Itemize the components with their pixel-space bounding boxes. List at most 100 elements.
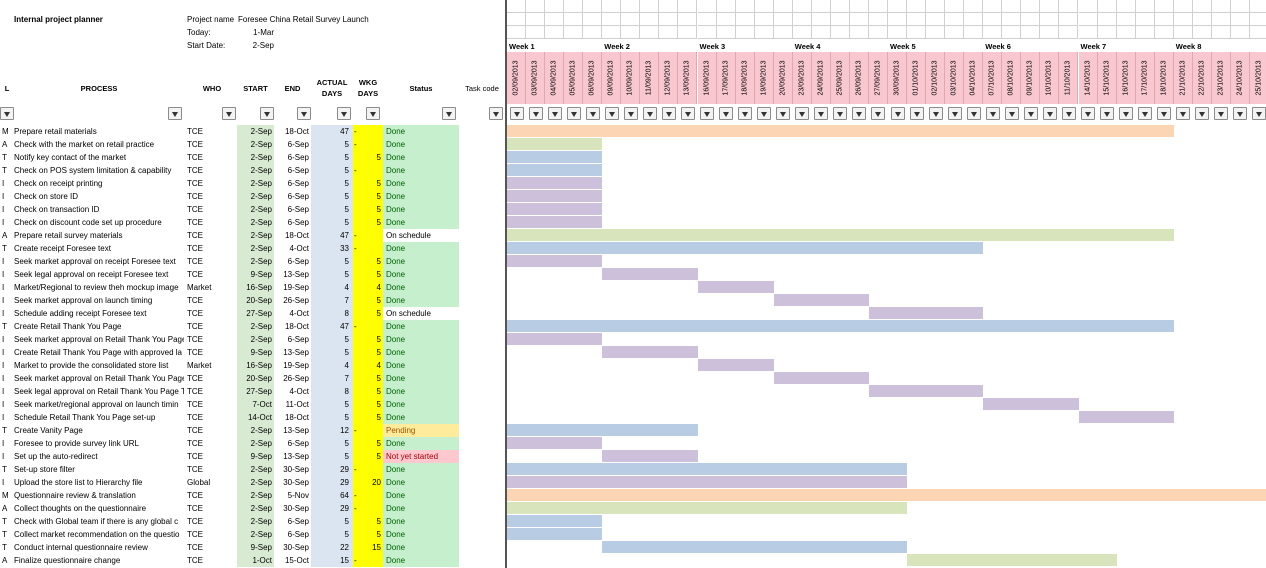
row-status[interactable]: Done <box>383 463 459 476</box>
table-row[interactable]: I Seek market approval on receipt Foresee… <box>0 255 504 268</box>
row-who[interactable]: TCE <box>187 153 203 162</box>
filter-dropdown-date[interactable] <box>547 107 562 120</box>
date-header[interactable]: 25/09/2013 <box>830 52 850 104</box>
grid-cell[interactable] <box>621 13 641 26</box>
grid-cell[interactable] <box>1021 0 1041 13</box>
date-header[interactable]: 09/10/2013 <box>1021 52 1041 104</box>
grid-cell[interactable] <box>583 13 603 26</box>
col-header-process[interactable]: PROCESS <box>80 83 118 93</box>
start-date-value[interactable]: 2-Sep <box>252 41 274 50</box>
gantt-bar[interactable] <box>507 177 603 189</box>
row-level-code[interactable]: I <box>2 387 5 396</box>
grid-cell[interactable] <box>888 13 908 26</box>
table-row[interactable]: I Seek legal approval on Retail Thank You… <box>0 385 504 398</box>
row-end-date[interactable]: 11-Oct <box>285 400 309 409</box>
date-header[interactable]: 04/09/2013 <box>545 52 565 104</box>
grid-cell[interactable] <box>735 26 755 39</box>
table-row[interactable]: T Create Retail Thank You Page TCE 2-Sep 18-… <box>0 320 504 333</box>
row-who[interactable]: TCE <box>187 127 203 136</box>
row-process[interactable]: Seek market approval on Retail Thank You… <box>14 335 184 344</box>
row-end-date[interactable]: 6-Sep <box>287 257 309 266</box>
row-who[interactable]: TCE <box>187 556 203 565</box>
filter-dropdown-date[interactable] <box>928 107 943 120</box>
row-working-days[interactable]: 5 <box>353 333 383 346</box>
row-end-date[interactable]: 6-Sep <box>287 218 309 227</box>
grid-cell[interactable] <box>1097 0 1117 13</box>
filter-dropdown-date[interactable] <box>1023 107 1038 120</box>
row-level-code[interactable]: I <box>2 439 5 448</box>
grid-cell[interactable] <box>526 13 546 26</box>
row-who[interactable]: TCE <box>187 192 203 201</box>
gantt-bar[interactable] <box>507 164 603 176</box>
table-row[interactable]: I Schedule Retail Thank You Page set-up TC… <box>0 411 504 424</box>
grid-cell[interactable] <box>983 13 1003 26</box>
row-actual-days[interactable]: 5 <box>311 515 353 528</box>
row-process[interactable]: Check on POS system limitation & capabil… <box>14 166 172 175</box>
date-header[interactable]: 03/09/2013 <box>526 52 546 104</box>
row-process[interactable]: Market to provide the consolidated store… <box>14 361 169 370</box>
row-end-date[interactable]: 30-Sep <box>283 543 309 552</box>
gantt-bar[interactable] <box>507 489 1266 501</box>
row-status[interactable]: Pending <box>383 424 459 437</box>
row-end-date[interactable]: 30-Sep <box>283 478 309 487</box>
row-level-code[interactable]: I <box>2 179 5 188</box>
grid-cell[interactable] <box>1230 13 1250 26</box>
row-working-days[interactable]: - <box>353 138 383 151</box>
row-level-code[interactable]: I <box>2 296 5 305</box>
grid-cell[interactable] <box>1116 26 1136 39</box>
filter-dropdown-date[interactable] <box>1119 107 1134 120</box>
row-end-date[interactable]: 18-Oct <box>284 413 309 422</box>
row-who[interactable]: TCE <box>187 374 203 383</box>
row-working-days[interactable]: 5 <box>353 268 383 281</box>
grid-cell[interactable] <box>1192 26 1212 39</box>
today-value[interactable]: 1-Mar <box>253 28 274 37</box>
filter-dropdown-date[interactable] <box>680 107 695 120</box>
row-working-days[interactable]: 5 <box>353 151 383 164</box>
date-header[interactable]: 10/10/2013 <box>1040 52 1060 104</box>
grid-cell[interactable] <box>1116 13 1136 26</box>
row-working-days[interactable]: 4 <box>353 281 383 294</box>
grid-cell[interactable] <box>545 13 565 26</box>
grid-cell[interactable] <box>716 26 736 39</box>
grid-cell[interactable] <box>716 13 736 26</box>
row-actual-days[interactable]: 5 <box>311 450 353 463</box>
row-start-date[interactable]: 2-Sep <box>237 489 274 502</box>
filter-dropdown-date[interactable] <box>566 107 581 120</box>
grid-cell[interactable] <box>964 13 984 26</box>
grid-cell[interactable] <box>602 13 622 26</box>
filter-dropdown-date[interactable] <box>1233 107 1248 120</box>
row-who[interactable]: TCE <box>187 270 203 279</box>
row-level-code[interactable]: I <box>2 205 5 214</box>
row-status[interactable]: Done <box>383 320 459 333</box>
row-actual-days[interactable]: 5 <box>311 437 353 450</box>
grid-cell[interactable] <box>678 26 698 39</box>
grid-cell[interactable] <box>1192 13 1212 26</box>
row-working-days[interactable]: 5 <box>353 437 383 450</box>
row-end-date[interactable]: 13-Sep <box>283 348 309 357</box>
filter-dropdown-date[interactable] <box>1252 107 1266 120</box>
row-end-date[interactable]: 6-Sep <box>287 140 309 149</box>
row-level-code[interactable]: T <box>2 153 7 162</box>
grid-cell[interactable] <box>926 26 946 39</box>
row-level-code[interactable]: I <box>2 192 5 201</box>
row-actual-days[interactable]: 5 <box>311 346 353 359</box>
row-process[interactable]: Collect market recommendation on the que… <box>14 530 180 539</box>
gantt-bar[interactable] <box>507 528 603 540</box>
row-process[interactable]: Conduct internal questionnaire review <box>14 543 148 552</box>
grid-cell[interactable] <box>1154 26 1174 39</box>
grid-cell[interactable] <box>983 26 1003 39</box>
row-start-date[interactable]: 27-Sep <box>237 307 274 320</box>
row-end-date[interactable]: 4-Oct <box>289 309 309 318</box>
row-start-date[interactable]: 2-Sep <box>237 320 274 333</box>
row-process[interactable]: Check on receipt printing <box>14 179 103 188</box>
gantt-bar[interactable] <box>507 424 698 436</box>
date-header[interactable]: 21/10/2013 <box>1173 52 1193 104</box>
row-working-days[interactable]: 5 <box>353 450 383 463</box>
row-process[interactable]: Seek market approval on receipt Foresee … <box>14 257 176 266</box>
row-start-date[interactable]: 9-Sep <box>237 346 274 359</box>
col-header-start[interactable]: START <box>243 83 268 93</box>
row-start-date[interactable]: 2-Sep <box>237 515 274 528</box>
grid-cell[interactable] <box>1021 13 1041 26</box>
table-row[interactable]: I Upload the store list to Hierarchy file… <box>0 476 504 489</box>
grid-cell[interactable] <box>1154 0 1174 13</box>
